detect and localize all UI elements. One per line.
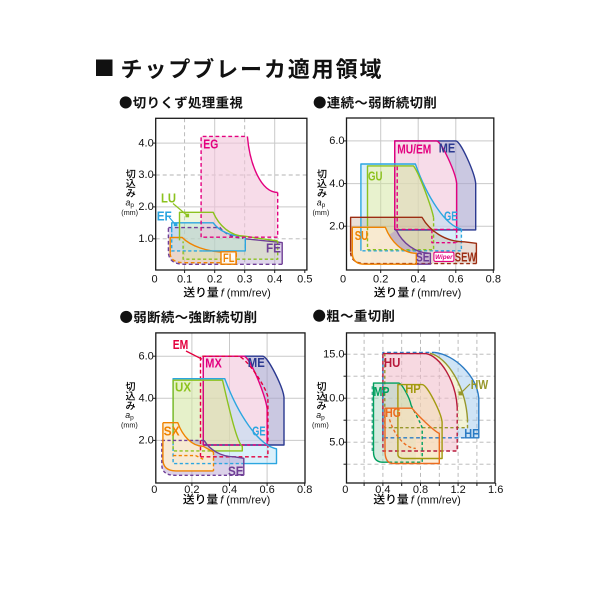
svg-text:GE: GE — [252, 424, 266, 439]
svg-text:2.0: 2.0 — [329, 220, 344, 232]
svg-text:EF: EF — [157, 208, 172, 223]
svg-text:0.4: 0.4 — [222, 484, 237, 496]
svg-text:f (mm/rev): f (mm/rev) — [221, 288, 271, 300]
svg-text:15.0: 15.0 — [323, 348, 344, 360]
svg-text:f (mm/rev): f (mm/rev) — [220, 495, 270, 507]
svg-text:2.0: 2.0 — [138, 201, 153, 213]
svg-text:6.0: 6.0 — [139, 350, 154, 362]
svg-text:EM: EM — [173, 337, 189, 352]
svg-text:0.6: 0.6 — [448, 273, 463, 285]
svg-text:10.0: 10.0 — [323, 392, 344, 404]
svg-text:ME: ME — [439, 140, 456, 155]
svg-text:4.0: 4.0 — [329, 178, 344, 190]
svg-text:ap: ap — [125, 410, 134, 422]
svg-text:2.0: 2.0 — [139, 435, 154, 447]
svg-text:FE: FE — [266, 240, 281, 255]
svg-text:SE: SE — [416, 250, 430, 264]
svg-text:Wiper: Wiper — [435, 254, 453, 261]
svg-text:MP: MP — [374, 384, 390, 399]
svg-text:0.2: 0.2 — [207, 273, 222, 285]
svg-text:4.0: 4.0 — [139, 393, 154, 405]
svg-text:HU: HU — [384, 355, 401, 370]
svg-text:GE: GE — [444, 208, 458, 223]
svg-text:6.0: 6.0 — [329, 135, 344, 147]
svg-text:(mm): (mm) — [121, 208, 138, 217]
svg-text:0.3: 0.3 — [237, 273, 252, 285]
svg-text:MX: MX — [205, 356, 222, 371]
svg-text:0.8: 0.8 — [297, 484, 312, 496]
svg-text:f (mm/rev): f (mm/rev) — [411, 495, 461, 507]
svg-text:UX: UX — [175, 380, 191, 395]
svg-text:LU: LU — [161, 190, 176, 205]
svg-text:1.2: 1.2 — [450, 484, 465, 496]
svg-text:0: 0 — [152, 273, 158, 285]
svg-text:SU: SU — [355, 228, 369, 243]
svg-text:HP: HP — [405, 381, 421, 396]
svg-text:SEW: SEW — [455, 251, 477, 265]
svg-text:EG: EG — [203, 136, 218, 151]
svg-text:f (mm/rev): f (mm/rev) — [411, 288, 461, 300]
svg-text:0.4: 0.4 — [411, 273, 426, 285]
svg-text:0.8: 0.8 — [486, 273, 501, 285]
svg-text:1.6: 1.6 — [488, 484, 503, 496]
svg-text:0.2: 0.2 — [373, 273, 388, 285]
svg-text:0.2: 0.2 — [184, 484, 199, 496]
svg-text:0.1: 0.1 — [177, 273, 192, 285]
svg-text:0.8: 0.8 — [413, 484, 428, 496]
svg-text:0: 0 — [151, 484, 157, 496]
svg-text:0.4: 0.4 — [267, 273, 282, 285]
svg-text:ap: ap — [317, 198, 326, 210]
svg-text:MU/EM: MU/EM — [397, 142, 431, 157]
svg-text:ap: ap — [126, 198, 135, 210]
svg-text:SX: SX — [164, 424, 180, 439]
svg-text:ME: ME — [248, 355, 265, 370]
svg-text:HG: HG — [385, 405, 401, 420]
svg-text:5.0: 5.0 — [329, 436, 344, 448]
svg-text:SE: SE — [228, 463, 244, 478]
svg-text:(mm): (mm) — [313, 208, 330, 217]
svg-text:HW: HW — [471, 377, 489, 392]
svg-text:0.6: 0.6 — [259, 484, 274, 496]
svg-text:1.0: 1.0 — [138, 233, 153, 245]
svg-text:FL: FL — [223, 251, 235, 265]
svg-text:HF: HF — [464, 426, 479, 441]
svg-text:0: 0 — [340, 273, 346, 285]
svg-text:ap: ap — [316, 410, 325, 422]
svg-text:4.0: 4.0 — [138, 137, 153, 149]
svg-text:(mm): (mm) — [121, 421, 138, 430]
svg-text:0.4: 0.4 — [375, 484, 390, 496]
svg-text:0: 0 — [342, 484, 348, 496]
svg-text:0.5: 0.5 — [297, 273, 312, 285]
svg-text:GU: GU — [368, 168, 383, 183]
svg-text:3.0: 3.0 — [138, 169, 153, 181]
svg-text:(mm): (mm) — [312, 421, 329, 430]
